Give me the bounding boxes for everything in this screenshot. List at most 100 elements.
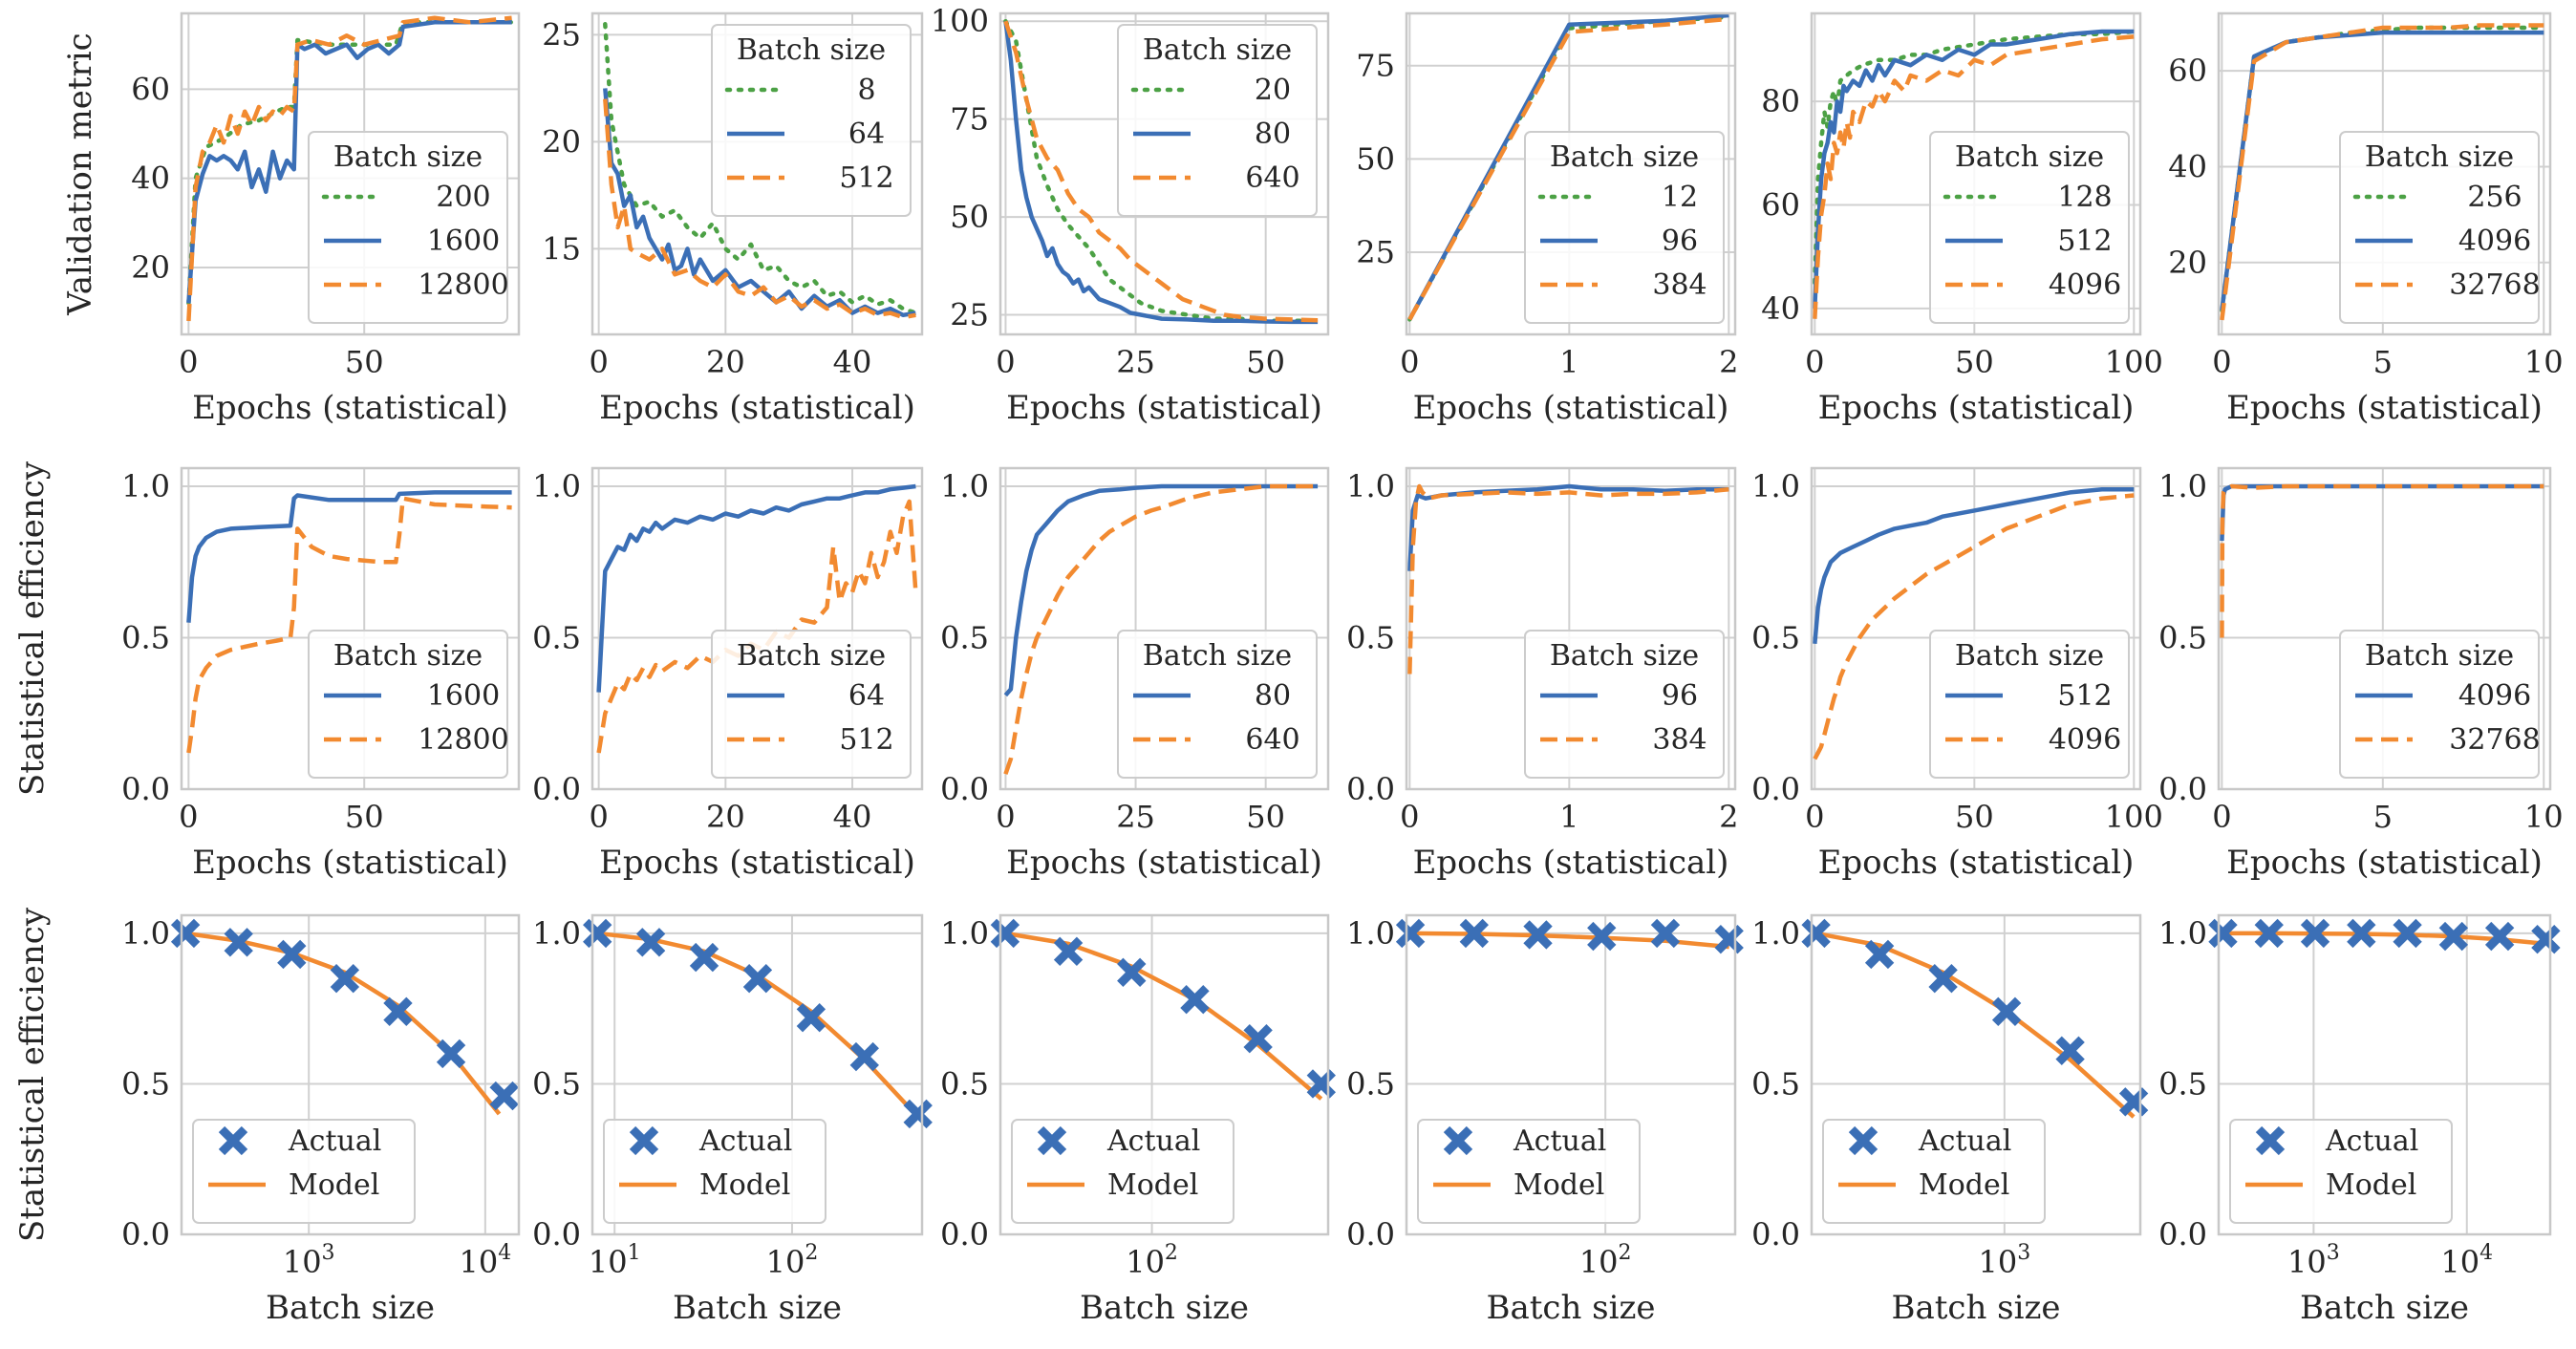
x-tick-label: 40	[833, 344, 872, 380]
legend-label: 20	[1255, 74, 1291, 107]
y-tick-label: 75	[950, 101, 989, 138]
x-tick-label: 0	[589, 799, 608, 835]
legend-label: 32768	[2449, 268, 2540, 302]
panel-r1c5: 0 50 100 40 60 80 Epochs (statistical) Batch si…	[1761, 11, 2163, 427]
legend-title: Batch size	[1550, 639, 1699, 673]
y-tick-label: 0.5	[1346, 620, 1395, 656]
y-tick-label: 40	[2168, 148, 2207, 184]
legend-label: 4096	[2049, 723, 2121, 757]
legend: Batch size 4096 32768	[2339, 630, 2541, 779]
series-line-model	[1815, 931, 2136, 1119]
y-tick-label: 20	[131, 249, 170, 286]
series-line-512	[1813, 29, 2135, 309]
panel-r2c1: 0 50 0.0 0.5 1.0 Epochs (statistical) Batch si…	[121, 466, 521, 882]
x-axis-label: Epochs (statistical)	[1818, 389, 2135, 427]
actual-marker	[1180, 985, 1210, 1015]
axes-frame	[590, 11, 924, 336]
actual-marker	[277, 939, 307, 970]
x-axis-label: Epochs (statistical)	[192, 844, 508, 882]
y-tick-label: 1.0	[940, 468, 989, 504]
panel-r2c3: 0 25 50 0.0 0.5 1.0 Epochs (statistical) Batch …	[940, 466, 1330, 882]
legend-label: Actual	[1918, 1124, 2011, 1158]
x-axis-label: Batch size	[2300, 1289, 2469, 1327]
y-tick-label: 0.0	[1751, 771, 1800, 807]
y-tick-label: 0.5	[940, 620, 989, 656]
actual-marker	[742, 963, 773, 994]
actual-marker	[1053, 936, 1084, 966]
y-tick-label: 1.0	[1751, 468, 1800, 504]
y-tick-label: 25	[1356, 234, 1395, 270]
axes-frame	[590, 913, 924, 1236]
x-tick-label: 40	[833, 799, 872, 835]
legend-label: 64	[848, 118, 885, 151]
series-line-80	[1003, 20, 1319, 325]
x-tick-label: 104	[2440, 1241, 2493, 1280]
legend-box	[308, 131, 508, 324]
legend: Batch size 1600 12800	[308, 630, 509, 779]
actual-marker	[990, 918, 1020, 949]
x-tick-label: 1	[1559, 799, 1578, 835]
legend-label: 4096	[2458, 225, 2531, 258]
legend-marker-actual	[1443, 1125, 1473, 1156]
x-tick-label: 103	[1978, 1241, 2030, 1280]
actual-marker	[1523, 920, 1553, 950]
legend-marker-actual	[2255, 1125, 2286, 1156]
x-axis-label: Epochs (statistical)	[2226, 844, 2543, 882]
legend-title: Batch size	[1143, 33, 1292, 67]
actual-marker	[489, 1081, 519, 1111]
axes-frame	[1405, 11, 1737, 336]
actual-marker	[1928, 963, 1958, 994]
y-tick-label: 60	[2168, 53, 2207, 89]
legend-label: Model	[2326, 1168, 2416, 1202]
legend-title: Batch size	[1955, 639, 2104, 673]
y-tick-label: 25	[542, 16, 581, 53]
panel-r3c4: 102 0.0 0.5 1.0 Batch size Actual Model	[1346, 913, 1744, 1327]
y-tick-label: 60	[131, 71, 170, 107]
plot-area	[1815, 931, 2136, 1119]
x-tick-label: 100	[2105, 799, 2163, 835]
legend: Batch size 512 4096	[1929, 630, 2130, 779]
x-axis-label: Epochs (statistical)	[1006, 844, 1322, 882]
y-tick-label: 1.0	[121, 468, 170, 504]
panel-r1c2: 0 20 40 15 20 25 Epochs (statistical) Batch siz…	[542, 11, 924, 427]
y-tick-label: 1.0	[532, 468, 581, 504]
actual-marker	[170, 918, 201, 949]
panel-r2c6: 0 5 10 0.0 0.5 1.0 Epochs (statistical) Batch s…	[2158, 466, 2564, 882]
y-tick-label: 60	[1761, 187, 1800, 224]
y-tick-label: 1.0	[940, 915, 989, 952]
legend-label: 640	[1245, 723, 1299, 757]
legend-label: 512	[839, 723, 893, 757]
panel-r3c1: 103 104 0.0 0.5 1.0 Batch size Actual Model	[121, 913, 521, 1327]
x-tick-label: 103	[2287, 1241, 2340, 1280]
series-line-1600	[186, 20, 512, 304]
plot-area	[1407, 483, 1729, 674]
actual-marker	[383, 996, 413, 1027]
panel-r3c3: 102 0.0 0.5 1.0 Batch size Actual Model	[940, 913, 1337, 1327]
y-tick-label: 0.0	[1751, 1216, 1800, 1253]
x-tick-label: 103	[283, 1241, 335, 1280]
y-axis-label-row1: Validation metric	[61, 32, 99, 315]
series-line-640	[1003, 20, 1319, 323]
x-tick-label: 20	[706, 799, 745, 835]
legend: Actual Model	[192, 1119, 416, 1224]
actual-marker	[1801, 918, 1831, 949]
x-tick-label: 50	[345, 344, 384, 380]
legend-box	[1524, 131, 1725, 324]
series-line-model	[1410, 931, 1729, 950]
plot-area	[596, 931, 920, 1119]
axes-frame	[998, 466, 1330, 791]
legend-title: Batch size	[2365, 639, 2514, 673]
actual-marker	[583, 918, 612, 949]
y-tick-label: 80	[1761, 83, 1800, 119]
y-tick-label: 1.0	[2158, 915, 2207, 952]
x-tick-label: 5	[2373, 344, 2393, 380]
legend-label: 96	[1662, 225, 1698, 258]
y-tick-label: 0.0	[121, 1216, 170, 1253]
actual-marker	[1459, 918, 1490, 949]
actual-marker	[796, 1002, 826, 1033]
x-axis-label: Batch size	[1080, 1289, 1249, 1327]
series-line-96	[1407, 483, 1729, 571]
x-tick-label: 1	[1559, 344, 1578, 380]
x-tick-label: 0	[1400, 344, 1419, 380]
